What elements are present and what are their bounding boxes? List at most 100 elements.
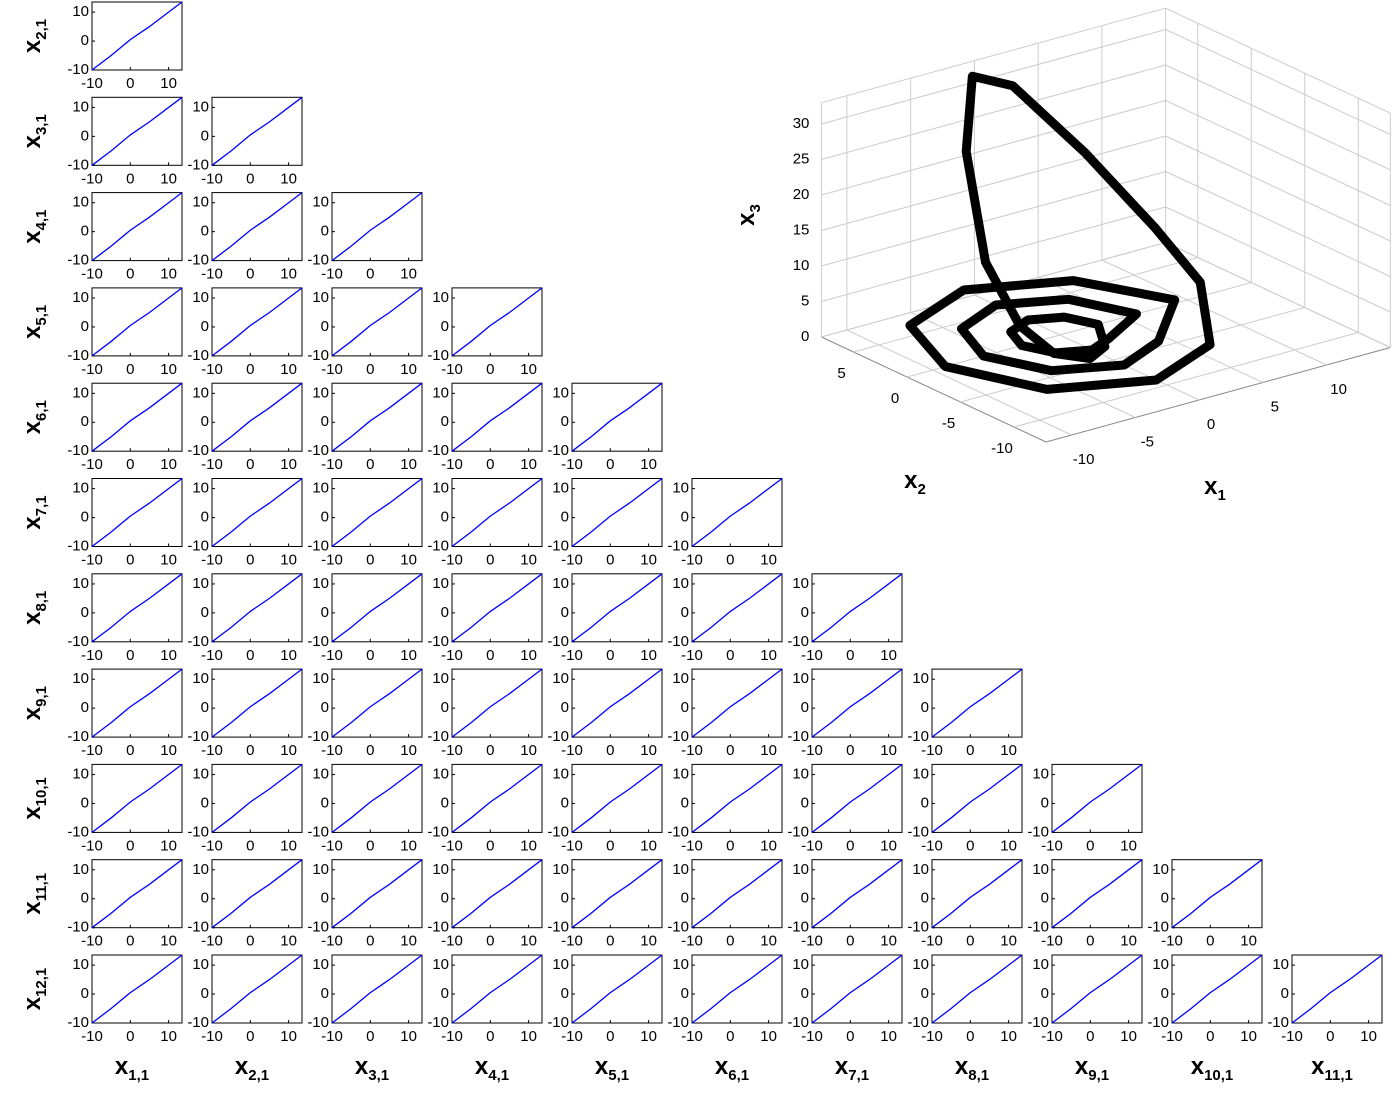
y-tick-label: -10 [67, 633, 89, 650]
y-tick-label: 0 [441, 604, 449, 621]
x-tick-label: 10 [520, 361, 537, 378]
z-tick-label: 25 [793, 150, 810, 167]
label-subscript: 6,1 [728, 1067, 749, 1084]
z-tick-label: 30 [793, 115, 810, 132]
y-tick-label: 10 [192, 194, 209, 211]
x-tick-label: 0 [606, 933, 614, 950]
x-tick-label: -10 [81, 551, 103, 568]
y-tick-label: 0 [1161, 985, 1169, 1002]
y-tick-label: 10 [192, 289, 209, 306]
y-tick-label: 0 [891, 390, 899, 407]
z-tick-label: 15 [793, 221, 810, 238]
label-symbol: x [355, 1053, 369, 1080]
axis-label: x8,1 [19, 591, 50, 625]
y-tick-label: 10 [312, 194, 329, 211]
y-tick-label: 10 [552, 765, 569, 782]
x-tick-label: 0 [606, 1028, 614, 1045]
x-tick-label: 10 [160, 75, 177, 92]
x-tick-label: 0 [486, 1028, 494, 1045]
sync-line [811, 573, 903, 643]
sync-line [451, 382, 543, 452]
y-tick-label: -10 [427, 537, 449, 554]
x-tick-label: -10 [321, 933, 343, 950]
y-tick-label: 10 [312, 575, 329, 592]
x-tick-label: -10 [801, 1028, 823, 1045]
x-tick-label: -10 [681, 1028, 703, 1045]
sync-line [451, 954, 543, 1024]
x-tick-label: -10 [81, 456, 103, 473]
x-tick-label: 0 [246, 551, 254, 568]
sync-line [571, 382, 663, 452]
sync-line [931, 859, 1023, 929]
x-tick-label: 0 [726, 837, 734, 854]
y-tick-label: 0 [1041, 985, 1049, 1002]
y-tick-label: 0 [801, 890, 809, 907]
y-tick-label: -10 [67, 61, 89, 78]
sync-line [331, 477, 423, 548]
y-tick-label: 0 [1161, 890, 1169, 907]
label-subscript: 3 [747, 204, 764, 212]
x-tick-label: 0 [366, 266, 374, 283]
z-tick-label: 20 [793, 186, 810, 203]
x-tick-label: -10 [1041, 933, 1063, 950]
sync-line [451, 859, 543, 929]
sync-line [91, 954, 183, 1024]
y-tick-label: 10 [1152, 861, 1169, 878]
x-tick-label: 0 [366, 456, 374, 473]
x-tick-label: 0 [246, 742, 254, 759]
sync-line [91, 573, 183, 643]
y-tick-label: 0 [81, 985, 89, 1002]
sync-line [331, 382, 423, 452]
sync-line [571, 573, 663, 643]
y-tick-label: -10 [67, 537, 89, 554]
label-subscript: 12,1 [33, 968, 50, 997]
sync-line [811, 954, 903, 1024]
y-tick-label: 0 [201, 699, 209, 716]
y-tick-label: 0 [81, 699, 89, 716]
sync-line [691, 954, 783, 1024]
x-tick-label: -10 [1041, 1028, 1063, 1045]
x-tick-label: 0 [126, 933, 134, 950]
x-tick-label: -10 [201, 266, 223, 283]
x-tick-label: -10 [921, 742, 943, 759]
y-tick-label: -10 [307, 442, 329, 459]
x-tick-label: 0 [966, 933, 974, 950]
y-tick-label: -10 [1027, 919, 1049, 936]
x-tick-label: -10 [201, 742, 223, 759]
y-tick-label: 0 [681, 794, 689, 811]
y-tick-label: 0 [321, 699, 329, 716]
y-tick-label: 10 [792, 575, 809, 592]
x-tick-label: 10 [400, 456, 417, 473]
sync-line [931, 668, 1023, 738]
y-tick-label: -10 [187, 823, 209, 840]
sync-line [451, 668, 543, 738]
x-tick-label: -10 [681, 647, 703, 664]
y-tick-label: 0 [81, 223, 89, 240]
x-tick-label: 10 [640, 456, 657, 473]
axis-label: x3,1 [355, 1053, 389, 1084]
z-tick-label: 5 [801, 292, 809, 309]
axis-label: x7,1 [835, 1053, 869, 1084]
x-tick-label: 10 [1120, 837, 1137, 854]
x-tick-label: 10 [880, 742, 897, 759]
y-tick-label: 0 [201, 127, 209, 144]
x-tick-label: 10 [400, 647, 417, 664]
y-tick-label: -10 [67, 442, 89, 459]
x-tick-label: -10 [321, 647, 343, 664]
grid-line [1037, 277, 1264, 383]
label-symbol: x [19, 806, 46, 820]
x-tick-label: 10 [760, 837, 777, 854]
x-tick-label: 0 [846, 837, 854, 854]
axis-label: x5,1 [19, 305, 50, 339]
sync-line [691, 859, 783, 929]
label-symbol: x [1075, 1053, 1089, 1080]
x-tick-label: -10 [561, 1028, 583, 1045]
x-tick-label: 0 [966, 1028, 974, 1045]
x-tick-label: 10 [160, 742, 177, 759]
y-tick-label: 10 [552, 861, 569, 878]
x-tick-label: 0 [246, 266, 254, 283]
x-tick-label: 0 [366, 837, 374, 854]
y-tick-label: 0 [561, 890, 569, 907]
x-tick-label: 0 [726, 742, 734, 759]
x-tick-label: 0 [246, 170, 254, 187]
